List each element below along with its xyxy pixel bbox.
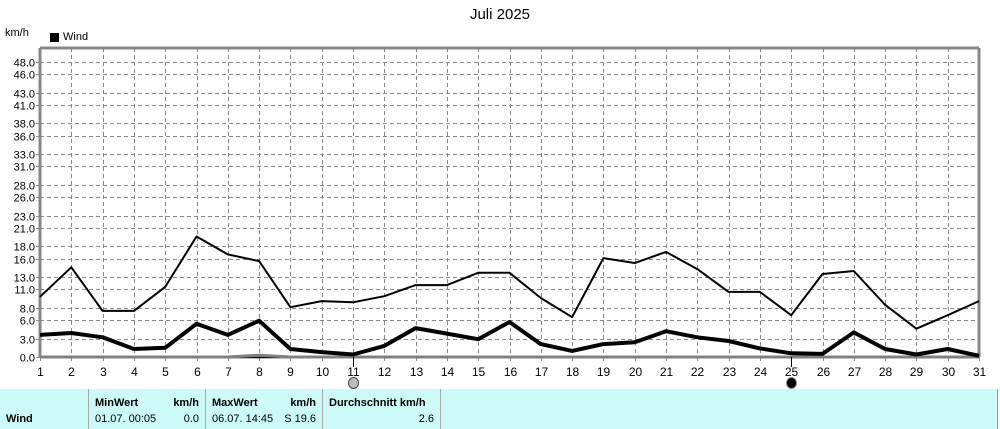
- x-tick-label: 8: [256, 365, 263, 379]
- y-tick-label: 21.0: [14, 224, 35, 236]
- line-chart: 0.0 3.0 6.08.0 11.013.0 16.018.0 21.023.0 26.0…: [14, 46, 987, 379]
- y-tick-label: 46.0: [14, 70, 35, 82]
- y-tick-label: 18.0: [14, 242, 35, 254]
- max-value-column: MaxWert km/h 06.07. 14:45 S 19.6: [205, 389, 322, 429]
- x-tick-label: 27: [848, 365, 862, 379]
- y-tick-label: 48.0: [14, 58, 35, 70]
- min-value-column: MinWert km/h 01.07. 00:05 0.0: [88, 389, 205, 429]
- min-unit: km/h: [173, 397, 199, 409]
- x-tick-label: 23: [723, 365, 737, 379]
- y-tick-label: 38.0: [14, 119, 35, 131]
- y-tick-label: 13.0: [14, 273, 35, 285]
- min-datetime: 01.07. 00:05: [95, 413, 157, 425]
- full-moon-icon: [348, 377, 359, 389]
- series-line-wind-max: [39, 235, 980, 330]
- y-tick-label: 31.0: [14, 162, 35, 174]
- x-tick-label: 26: [817, 365, 831, 379]
- max-header: MaxWert: [212, 397, 258, 409]
- legend: Wind: [50, 31, 88, 43]
- x-tick-label: 5: [162, 365, 169, 379]
- y-tick-label: 41.0: [14, 101, 35, 113]
- chart-title: Juli 2025: [469, 6, 531, 23]
- max-datetime: 06.07. 14:45: [212, 413, 274, 425]
- max-value: S 19.6: [284, 413, 316, 425]
- statistics-table: Wind MinWert km/h 01.07. 00:05 0.0 MaxWe…: [0, 389, 998, 429]
- x-tick-label: 30: [942, 365, 956, 379]
- legend-swatch-icon: [50, 32, 59, 42]
- y-tick-label: 26.0: [14, 193, 35, 205]
- x-tick-label: 4: [131, 365, 138, 379]
- x-tick-label: 29: [910, 365, 924, 379]
- average-column: Durchschnitt km/h 2.6: [322, 389, 440, 429]
- avg-header: Durchschnitt km/h: [329, 397, 426, 409]
- stats-row-label: Wind: [6, 413, 33, 425]
- x-tick-label: 31: [973, 365, 987, 379]
- x-tick-label: 6: [194, 365, 201, 379]
- x-tick-label: 28: [879, 365, 893, 379]
- y-tick-label: 6.0: [20, 316, 35, 328]
- legend-label: Wind: [63, 31, 89, 43]
- min-value: 0.0: [183, 413, 199, 425]
- x-tick-label: 16: [504, 365, 518, 379]
- series-line-wind-durchschnitt: [39, 318, 980, 358]
- y-tick-label: 0.0: [20, 353, 35, 365]
- x-tick-label: 7: [225, 365, 232, 379]
- new-moon-icon: [786, 377, 798, 389]
- x-tick-label: 21: [660, 365, 674, 379]
- x-tick-label: 22: [691, 365, 705, 379]
- y-tick-label: 11.0: [14, 285, 35, 297]
- y-tick-label: 33.0: [14, 150, 35, 162]
- x-tick-label: 18: [566, 365, 580, 379]
- y-tick-label: 23.0: [14, 212, 35, 224]
- y-tick-label: 8.0: [20, 304, 35, 316]
- series-line-wind-min: [40, 353, 979, 359]
- x-tick-label: 14: [441, 365, 455, 379]
- min-header: MinWert: [95, 397, 139, 409]
- y-tick-label: 36.0: [14, 132, 35, 144]
- x-tick-label: 11: [347, 365, 360, 379]
- x-tick-label: 12: [378, 365, 392, 379]
- y-tick-label: 3.0: [20, 335, 35, 347]
- x-tick-label: 10: [316, 365, 330, 379]
- x-tick-label: 9: [287, 365, 294, 379]
- x-tick-label: 25: [785, 365, 799, 379]
- x-tick-label: 19: [597, 365, 611, 379]
- empty-column: [440, 389, 997, 429]
- x-tick-label: 1: [37, 365, 44, 379]
- x-tick-label: 13: [410, 365, 424, 379]
- x-tick-label: 15: [472, 365, 486, 379]
- y-tick-label: 28.0: [14, 181, 35, 193]
- x-tick-label: 17: [535, 365, 549, 379]
- x-tick-label: 2: [68, 365, 75, 379]
- avg-value: 2.6: [418, 413, 434, 425]
- x-tick-label: 24: [754, 365, 768, 379]
- y-axis-unit: km/h: [5, 27, 29, 39]
- x-tick-label: 3: [100, 365, 107, 379]
- y-tick-label: 43.0: [14, 89, 35, 101]
- y-tick-label: 16.0: [14, 255, 35, 267]
- max-unit: km/h: [290, 397, 316, 409]
- x-tick-label: 20: [629, 365, 643, 379]
